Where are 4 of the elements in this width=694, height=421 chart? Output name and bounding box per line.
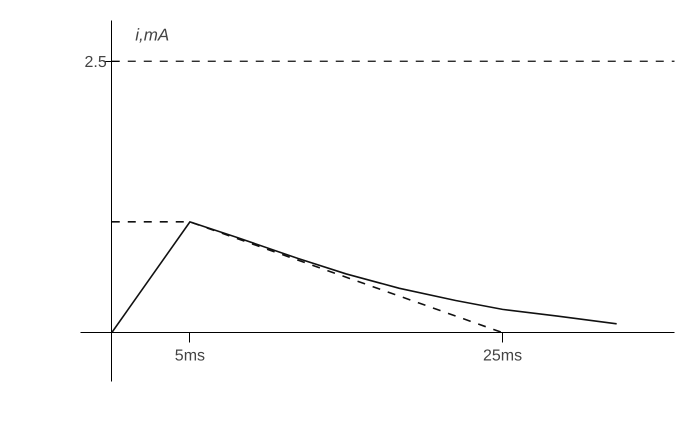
ref-line-label: 2.5: [84, 54, 107, 72]
x-tick-label: 5ms: [174, 348, 206, 365]
text: i,mA: [135, 26, 170, 44]
x-tick-label: 25ms: [482, 348, 522, 365]
